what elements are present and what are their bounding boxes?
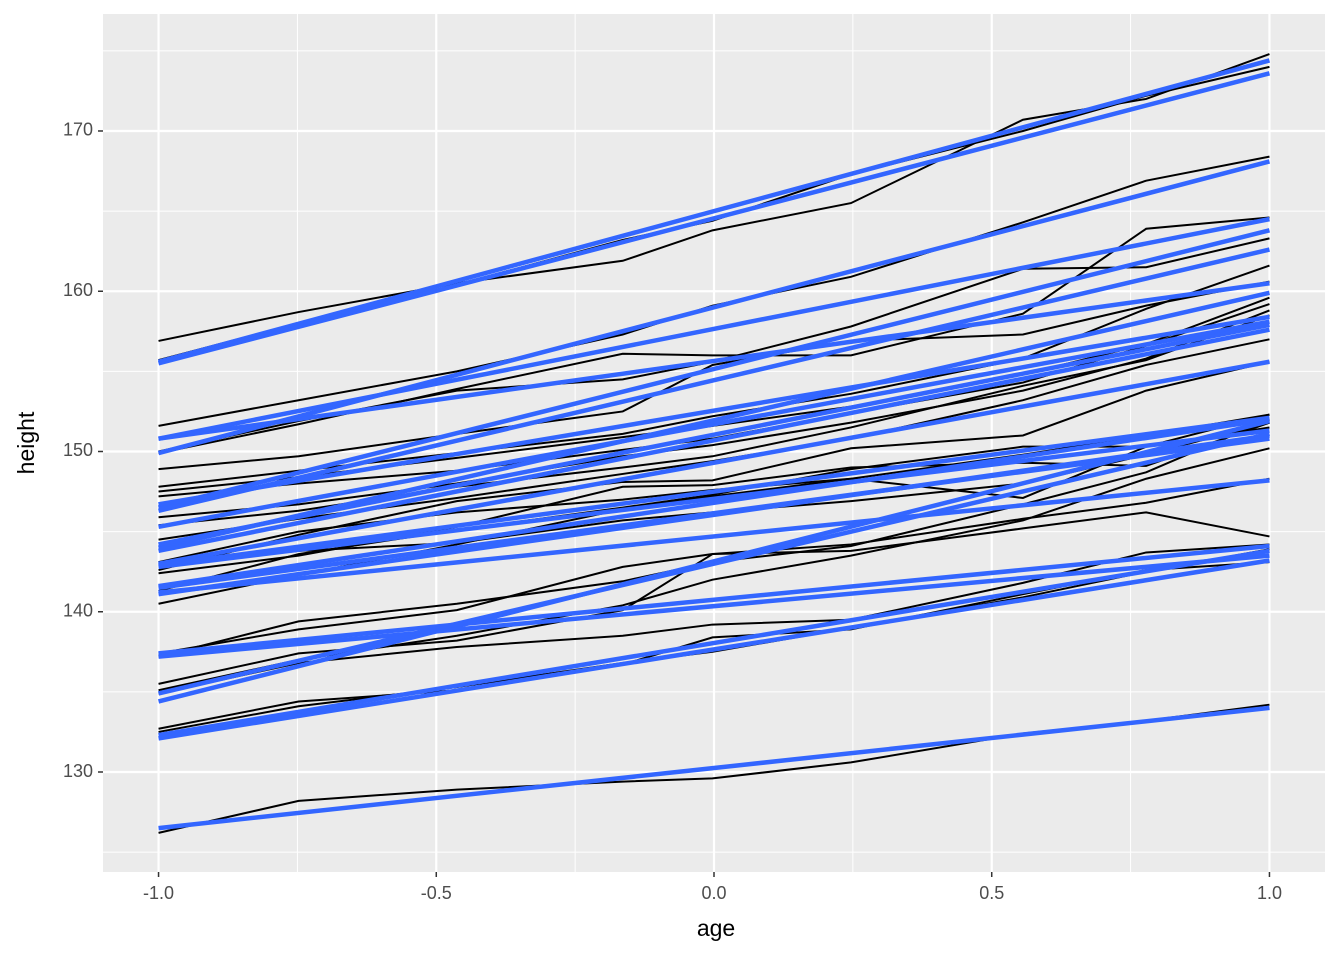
- y-tick-label: 170: [63, 120, 93, 140]
- fit-line: [157, 418, 1271, 704]
- fit-line: [158, 431, 1270, 696]
- fit-line: [158, 359, 1270, 566]
- y-tick-label: 160: [63, 280, 93, 300]
- fit-line: [158, 280, 1270, 441]
- fit-line: [158, 428, 1270, 570]
- x-axis-title: age: [697, 915, 735, 941]
- fit-line: [157, 159, 1271, 456]
- fit-line: [158, 216, 1270, 441]
- fit-line: [158, 327, 1270, 554]
- fit-line: [158, 314, 1270, 507]
- fit-line: [158, 543, 1270, 656]
- y-tick-label: 130: [63, 761, 93, 781]
- fit-line: [158, 322, 1270, 547]
- y-tick-label: 140: [63, 600, 93, 620]
- fit-line: [157, 58, 1271, 364]
- x-tick-label: -0.5: [421, 883, 452, 903]
- x-tick-label: 1.0: [1257, 883, 1282, 903]
- data-line: [158, 413, 1270, 592]
- fit-line: [158, 553, 1270, 659]
- axes: -1.0 -0.5 0.0 0.5 1.0 130 140 150 160 170: [63, 120, 1282, 903]
- lines: [157, 53, 1271, 834]
- y-axis-title: height: [13, 411, 39, 474]
- data-line: [158, 280, 1270, 471]
- fit-line: [158, 417, 1270, 589]
- x-tick-label: 0.5: [979, 883, 1004, 903]
- fit-line: [157, 71, 1271, 366]
- x-tick-label: 0.0: [701, 883, 726, 903]
- fit-line: [158, 247, 1270, 513]
- fit-line: [158, 548, 1270, 738]
- fit-line: [158, 558, 1270, 741]
- data-line: [158, 360, 1270, 572]
- fit-line: [158, 319, 1270, 530]
- fit-line: [158, 705, 1270, 831]
- fit-line: [158, 478, 1270, 595]
- fit-line: [158, 228, 1270, 510]
- y-tick-label: 150: [63, 440, 93, 460]
- grid: [103, 14, 1325, 872]
- fit-line: [158, 415, 1270, 568]
- fit-line: [158, 436, 1270, 590]
- x-tick-label: -1.0: [143, 883, 174, 903]
- fit-line: [158, 290, 1270, 550]
